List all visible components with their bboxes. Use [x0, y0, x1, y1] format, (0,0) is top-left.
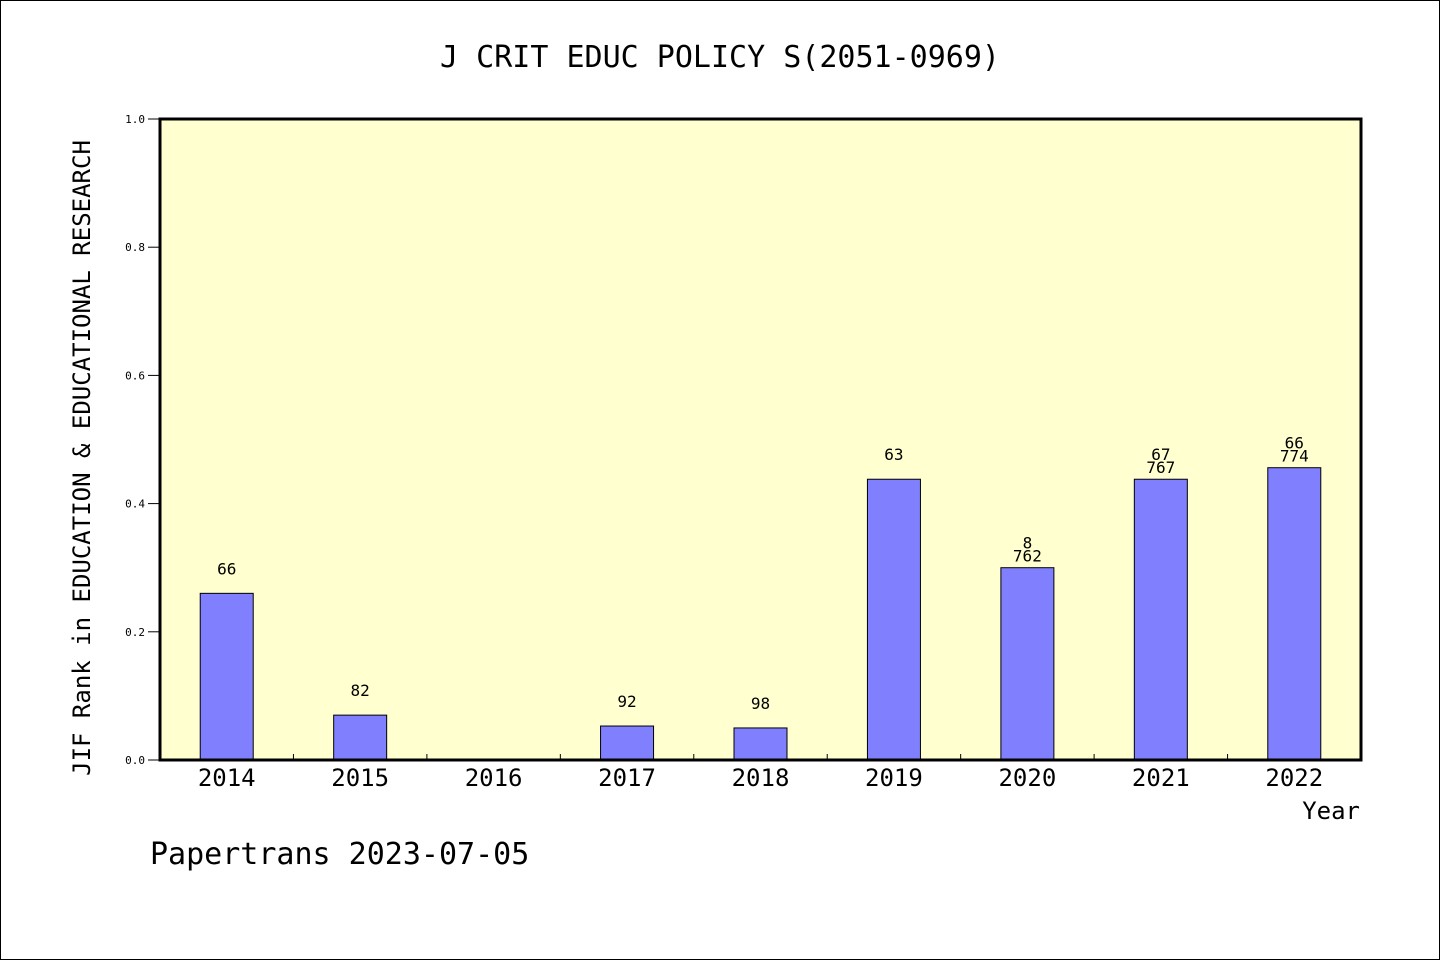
bar-2021 — [1133, 478, 1188, 761]
x-axis: 2014 2015 2016 2017 2018 2019 2020 2021 2022 — [198, 754, 1323, 792]
bar-2020 — [1000, 567, 1055, 761]
y-tick-label: 0.4 — [125, 498, 145, 511]
bars-group — [199, 467, 1322, 761]
y-axis: 0.0 0.2 0.4 0.6 0.8 1.0 — [125, 113, 160, 767]
bar-value-label: 66 — [1285, 434, 1304, 453]
x-axis-label: Year — [1302, 797, 1360, 825]
bar-value-label: 762 — [1013, 547, 1042, 566]
bar-value-label: 63 — [884, 445, 903, 464]
bar-value-label: 92 — [617, 692, 636, 711]
y-axis-label: JIF Rank in EDUCATION & EDUCATIONAL RESE… — [68, 140, 96, 776]
x-tick-label: 2022 — [1265, 764, 1323, 792]
bar-value-label: 767 — [1146, 458, 1175, 477]
x-tick-label: 2014 — [198, 764, 256, 792]
y-tick-label: 1.0 — [125, 113, 145, 126]
x-tick-label: 2021 — [1132, 764, 1190, 792]
bar-value-label: 774 — [1280, 447, 1309, 466]
bar-value-label: 8 — [1023, 534, 1033, 553]
chart-title: J CRIT EDUC POLICY S(2051-0969) — [440, 40, 1000, 75]
x-tick-label: 2018 — [732, 764, 790, 792]
bar-2019 — [866, 478, 921, 761]
footer-text: Papertrans 2023-07-05 — [150, 837, 529, 872]
bar-2018 — [733, 727, 788, 761]
x-tick-label: 2016 — [465, 764, 523, 792]
bar-2022 — [1267, 467, 1322, 761]
y-tick-label: 0.6 — [125, 369, 145, 382]
plot-border — [158, 117, 1363, 762]
y-tick-label: 0.0 — [125, 754, 145, 767]
bar-2017 — [600, 725, 655, 761]
x-tick-label: 2017 — [598, 764, 656, 792]
bar-2014 — [199, 592, 254, 761]
bar-value-label: 82 — [351, 681, 370, 700]
y-tick-label: 0.2 — [125, 626, 145, 639]
x-tick-label: 2015 — [331, 764, 389, 792]
x-tick-label: 2019 — [865, 764, 923, 792]
bar-value-label: 98 — [751, 694, 770, 713]
x-tick-label: 2020 — [998, 764, 1056, 792]
bar-value-label: 67 — [1151, 445, 1170, 464]
bar-2015 — [333, 714, 388, 761]
bar-value-label: 66 — [217, 559, 236, 578]
y-tick-label: 0.8 — [125, 241, 145, 254]
